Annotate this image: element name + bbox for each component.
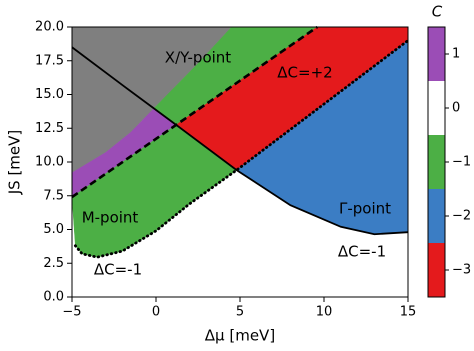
y-tick-label: 0.0	[43, 290, 64, 305]
boundaries	[71, 25, 410, 259]
x-tick-label: 5	[236, 305, 244, 320]
colorbar-tick-label: −2	[452, 209, 471, 224]
y-tick-label: 7.5	[43, 188, 64, 203]
x-axis-label: Δμ [meV]	[205, 327, 275, 345]
colorbar-segment	[428, 243, 445, 297]
y-tick-label: 20.0	[35, 20, 64, 35]
y-tick-label: 12.5	[35, 121, 64, 136]
x-tick-label: 10	[316, 305, 333, 320]
annotation: ΔC=-1	[94, 261, 142, 279]
colorbar-label: C	[432, 3, 443, 21]
colorbar-segment	[428, 81, 445, 135]
colorbar-tick-label: 1	[452, 47, 460, 62]
colorbar-segment	[428, 27, 445, 81]
y-tick-label: 17.5	[35, 53, 64, 68]
y-tick-label: 2.5	[43, 256, 64, 271]
y-tick-label: 10.0	[35, 155, 64, 170]
regions	[71, 26, 409, 297]
solid-boundary	[71, 46, 409, 236]
y-tick-label: 5.0	[43, 222, 64, 237]
annotation: ΔC=-1	[338, 243, 386, 261]
colorbar-segment	[428, 189, 445, 243]
x-tick-label: 15	[400, 305, 417, 320]
annotation: Γ-point	[339, 200, 391, 218]
frame: −5 0 5 10 15 0.0 2.5 5.0 7.5 10.0 12.5 15.0 17.5 20.0	[35, 20, 416, 320]
colorbar-tick-label: −3	[452, 263, 471, 278]
annotation: ΔC=+2	[277, 64, 332, 82]
dotted-boundary	[73, 39, 410, 259]
colorbar-tick-label: −1	[452, 155, 471, 170]
x-tick-label: 0	[152, 305, 160, 320]
colorbar-tick-label: 0	[452, 101, 460, 116]
annotation: X/Y-point	[165, 49, 231, 67]
annotation: M-point	[82, 209, 139, 227]
y-axis-label: JS [meV]	[6, 130, 24, 196]
y-tick-label: 15.0	[35, 87, 64, 102]
colorbar-segment	[428, 135, 445, 189]
dashed-boundary	[71, 25, 319, 199]
x-tick-label: −5	[62, 305, 81, 320]
